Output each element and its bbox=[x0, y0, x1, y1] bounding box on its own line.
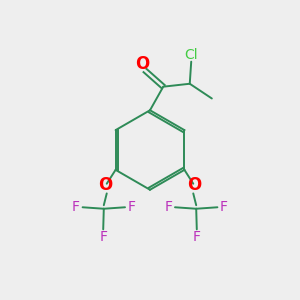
Text: F: F bbox=[99, 230, 107, 244]
Text: F: F bbox=[220, 200, 228, 214]
Text: O: O bbox=[187, 176, 202, 194]
Text: O: O bbox=[136, 55, 150, 73]
Text: F: F bbox=[72, 200, 80, 214]
Text: F: F bbox=[164, 200, 172, 214]
Text: O: O bbox=[98, 176, 113, 194]
Text: F: F bbox=[128, 200, 136, 214]
Text: Cl: Cl bbox=[184, 48, 198, 62]
Text: F: F bbox=[193, 230, 201, 244]
